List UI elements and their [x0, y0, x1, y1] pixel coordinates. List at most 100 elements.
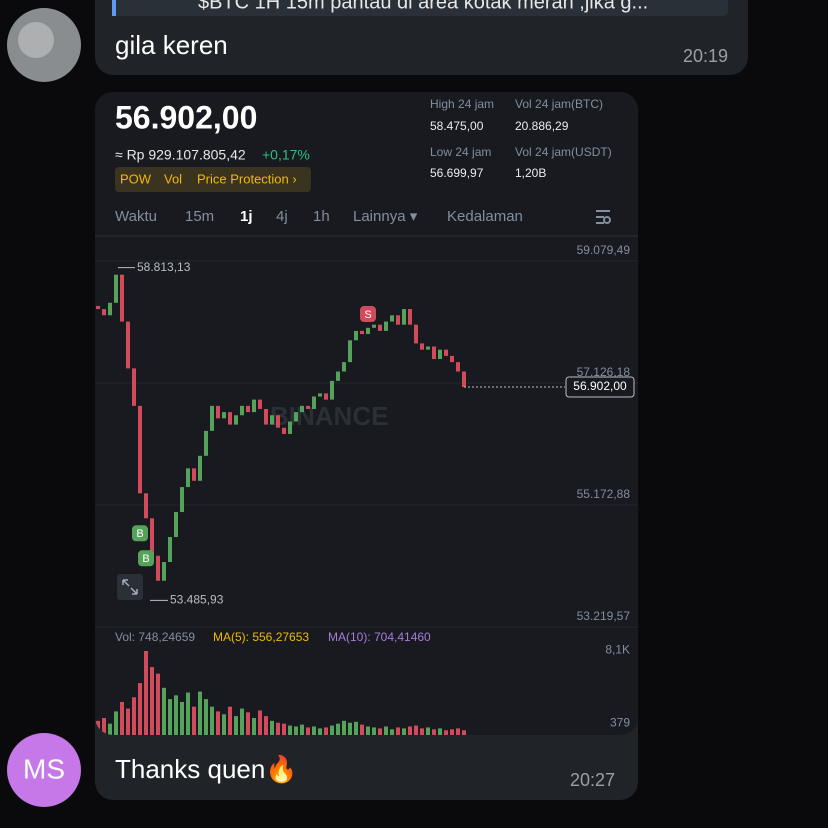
message-time: 20:19: [683, 46, 728, 66]
candle-body: [450, 355, 454, 363]
candle-body: [270, 415, 274, 425]
volume-bar: [240, 708, 244, 735]
tab[interactable]: 1h: [313, 208, 330, 225]
candle-body: [348, 340, 352, 363]
volume-legend: MA(10): 704,41460: [328, 630, 431, 644]
candle-body: [204, 430, 208, 456]
candle-body: [300, 405, 304, 413]
volume-bar: [198, 691, 202, 735]
candle-body: [420, 343, 424, 350]
candle-body: [336, 371, 340, 381]
volume-bar: [210, 706, 214, 735]
volume-bar: [372, 727, 376, 735]
candle-body: [390, 315, 394, 322]
signal-badge: [132, 525, 148, 542]
volume-bar: [426, 727, 430, 735]
y-tick-label: 59.079,49: [577, 243, 631, 257]
candle-body: [180, 487, 184, 513]
y-tick-label: 57.126,18: [577, 365, 631, 379]
candle-body: [342, 362, 346, 372]
candle-body: [132, 368, 136, 406]
volume-bar: [168, 699, 172, 735]
candle-body: [330, 380, 334, 400]
quote-text: $BTC 1H 15m pantau di area kotak merah ,…: [198, 0, 648, 13]
last-price-box: [565, 376, 635, 398]
watermark: BINANCE: [270, 401, 388, 431]
volume-bar: [396, 727, 400, 735]
message-text: gila keren: [115, 30, 228, 60]
volume-bar: [318, 728, 322, 735]
tab[interactable]: 1j: [240, 208, 253, 225]
candle-body: [414, 324, 418, 344]
candle-body: [144, 493, 148, 519]
volume-bar: [306, 727, 310, 735]
tab[interactable]: Kedalaman: [447, 208, 523, 225]
volume-bar: [384, 726, 388, 735]
volume-bar: [234, 716, 238, 735]
message-text: Thanks quen🔥: [115, 754, 298, 784]
message-bubble[interactable]: [95, 0, 748, 75]
candle-body: [366, 327, 370, 335]
volume-bar: [174, 695, 178, 735]
settings-icon[interactable]: [596, 210, 611, 224]
candle-body: [102, 309, 106, 316]
volume-tick-label: 379: [610, 716, 630, 730]
volume-bar: [162, 687, 166, 735]
volume-bar: [462, 730, 466, 735]
tab[interactable]: 4j: [276, 208, 288, 225]
chart-bg: [95, 92, 638, 735]
avatar[interactable]: [7, 733, 81, 807]
candle-body: [228, 412, 232, 425]
volume-bar: [312, 726, 316, 735]
tab[interactable]: Waktu: [115, 208, 157, 225]
volume-bar: [336, 723, 340, 735]
volume-bar: [156, 673, 160, 735]
tab[interactable]: Lainnya ▾: [353, 208, 418, 225]
tag: POW: [120, 171, 152, 186]
reply-quote[interactable]: [112, 0, 728, 16]
price-change: +0,17%: [262, 147, 310, 163]
candle-body: [162, 562, 166, 581]
candle-body: [192, 468, 196, 481]
stat-label: Vol 24 jam(BTC): [515, 97, 603, 111]
candle-body: [462, 371, 466, 388]
tab[interactable]: 15m: [185, 208, 214, 225]
low-label: 53.485,93: [170, 593, 224, 607]
volume-bar: [366, 726, 370, 735]
y-tick-label: 53.219,57: [577, 609, 631, 623]
candle-body: [216, 405, 220, 419]
expand-button[interactable]: [117, 574, 143, 600]
volume-legend: MA(5): 556,27653: [213, 630, 309, 644]
volume-bar: [342, 720, 346, 735]
volume-bar: [252, 718, 256, 735]
signal-label: S: [364, 309, 371, 321]
candle-body: [150, 518, 154, 556]
candle-body: [318, 393, 322, 397]
signal-label: B: [142, 553, 149, 565]
volume-bar: [348, 722, 352, 735]
price: 56.902,00: [115, 99, 257, 135]
volume-bar: [420, 728, 424, 735]
volume-bar: [204, 699, 208, 735]
volume-bar: [276, 722, 280, 735]
chart-image[interactable]: 56.902,00 ≈ Rp 929.107.805,42 +0,17% POW…: [95, 92, 638, 735]
candle-body: [288, 421, 292, 434]
candle-body: [426, 346, 430, 350]
candle-body: [168, 537, 172, 563]
candle-body: [324, 393, 328, 400]
reply-bar: [112, 0, 116, 16]
candle-body: [360, 330, 364, 335]
volume-bar: [144, 651, 148, 735]
tag-box[interactable]: [115, 167, 311, 192]
volume-bar: [456, 728, 460, 735]
volume-bar: [102, 718, 106, 735]
candle-body: [408, 309, 412, 325]
volume-bar: [132, 697, 136, 735]
candle-body: [114, 274, 118, 303]
volume-tick-label: 8,1K: [605, 643, 630, 657]
volume-bar: [270, 720, 274, 735]
volume-bar: [438, 728, 442, 735]
volume-legend: Vol: 748,24659: [115, 630, 195, 644]
volume-bar: [444, 730, 448, 735]
candle-body: [222, 412, 226, 419]
